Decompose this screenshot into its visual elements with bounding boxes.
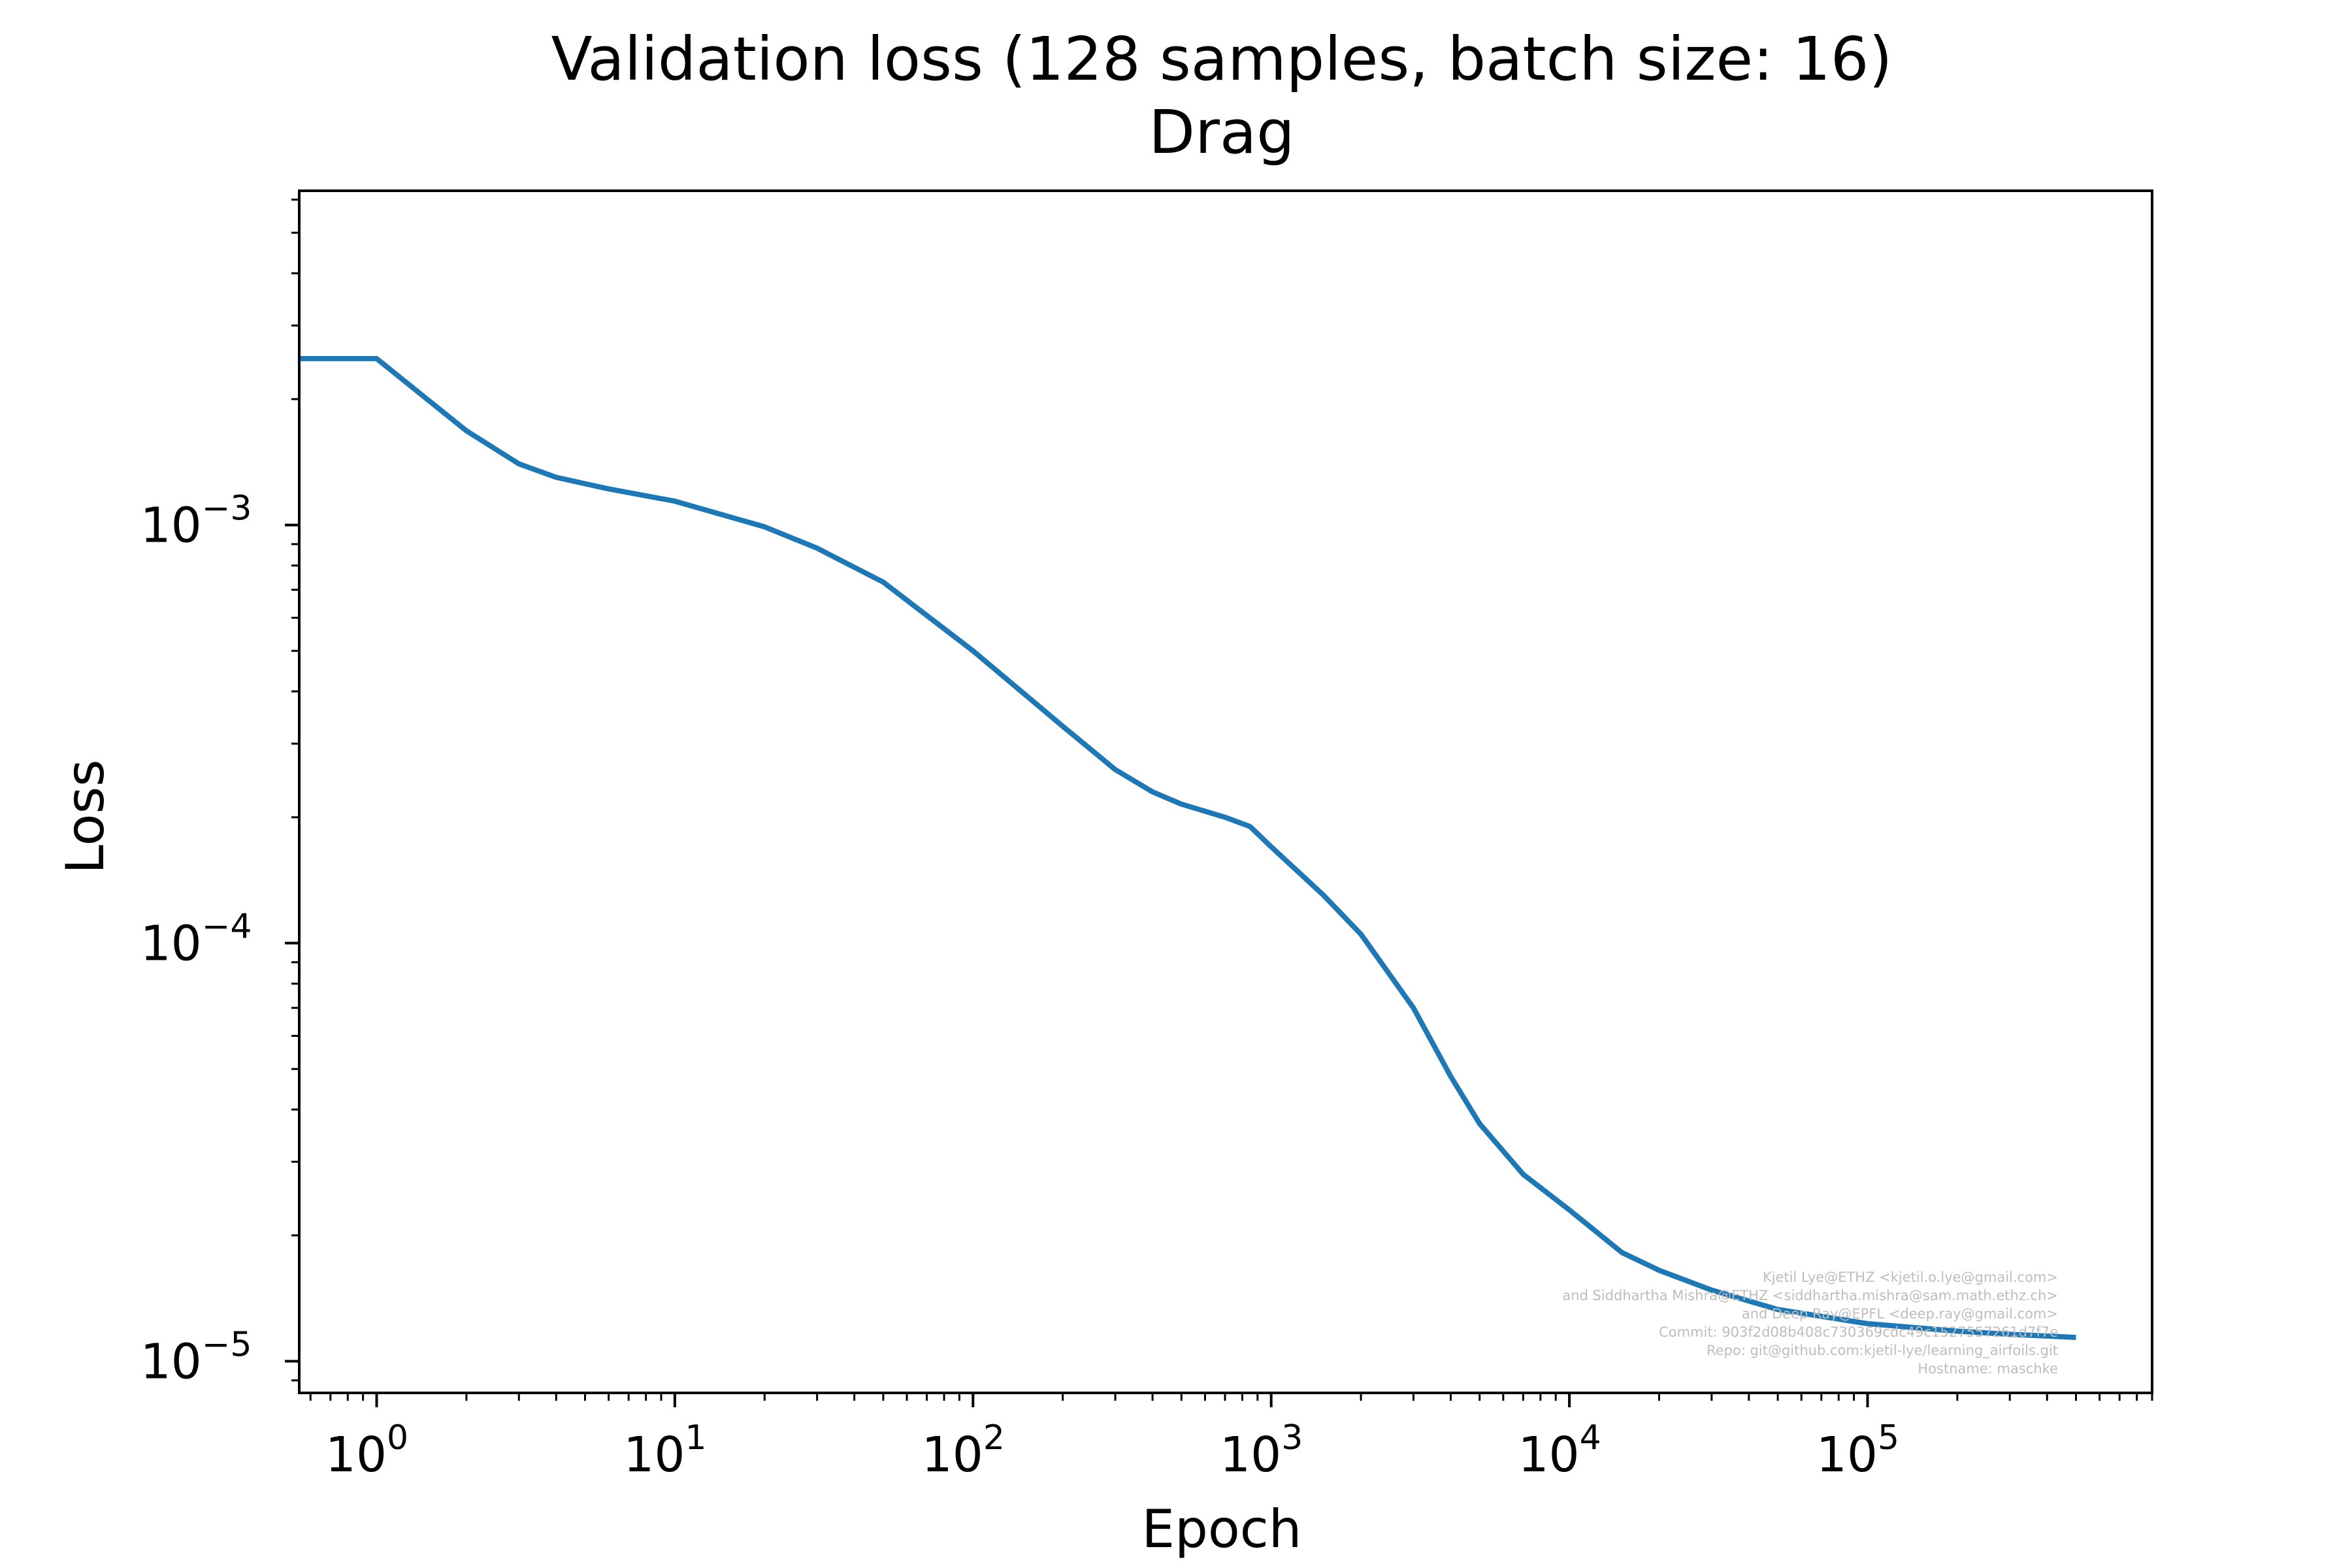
- plot-area: 100 101 102 103 104 105 10−3 10−4 10−5: [140, 189, 2153, 1483]
- x-tick-label: 105: [1816, 1418, 1899, 1483]
- watermark-line: and Deep Ray@EPFL <deep.ray@gmail.com>: [1742, 1306, 2058, 1322]
- chart-title: Validation loss (128 samples, batch size…: [551, 24, 1893, 94]
- x-tick-label: 102: [922, 1418, 1005, 1483]
- y-tick-label: 10−3: [140, 489, 252, 554]
- chart-subtitle: Drag: [1149, 97, 1294, 167]
- y-tick-label: 10−5: [140, 1326, 252, 1390]
- watermark-line: Repo: git@github.com:kjetil-lye/learning…: [1707, 1343, 2058, 1359]
- watermark-line: Kjetil Lye@ETHZ <kjetil.o.lye@gmail.com>: [1763, 1269, 2058, 1285]
- watermark: Kjetil Lye@ETHZ <kjetil.o.lye@gmail.com>…: [1562, 1269, 2058, 1377]
- x-tick-label: 100: [325, 1418, 408, 1483]
- y-tick-label: 10−4: [140, 907, 252, 972]
- watermark-line: Commit: 903f2d08b408c730369cdc49c1527557…: [1659, 1324, 2058, 1340]
- x-tick-label: 101: [623, 1418, 706, 1483]
- x-tick-label: 104: [1518, 1418, 1601, 1483]
- x-axis-label: Epoch: [1142, 1499, 1302, 1560]
- series-line-0: [299, 355, 2076, 1341]
- watermark-line: Hostname: maschke: [1918, 1361, 2058, 1377]
- x-tick-label: 103: [1220, 1418, 1303, 1483]
- watermark-line: and Siddhartha Mishra@ETHZ <siddhartha.m…: [1562, 1288, 2058, 1303]
- y-axis-label: Loss: [55, 759, 116, 874]
